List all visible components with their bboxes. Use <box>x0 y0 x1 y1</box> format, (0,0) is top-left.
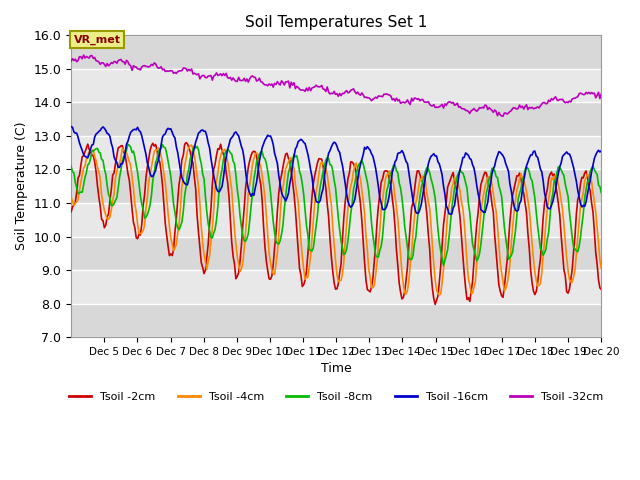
Tsoil -32cm <box>341 89 349 95</box>
Tsoil -32cm <box>67 58 75 64</box>
Tsoil -16cm <box>595 147 602 153</box>
Bar <box>71 169 601 203</box>
Tsoil -16cm <box>67 124 75 130</box>
Tsoil -32cm <box>103 60 111 66</box>
Tsoil -32cm <box>527 105 534 111</box>
Line: Tsoil -8cm: Tsoil -8cm <box>71 144 601 265</box>
Tsoil -4cm <box>341 239 349 245</box>
Tsoil -2cm <box>448 173 456 179</box>
Tsoil -32cm <box>499 113 507 119</box>
Bar <box>71 69 601 102</box>
Tsoil -16cm <box>597 148 605 154</box>
Tsoil -8cm <box>448 205 456 211</box>
Tsoil -2cm <box>85 146 93 152</box>
Tsoil -4cm <box>527 223 534 228</box>
Bar <box>71 36 601 69</box>
Tsoil -2cm <box>596 285 604 291</box>
Tsoil -2cm <box>431 301 439 307</box>
Tsoil -4cm <box>596 257 604 263</box>
Tsoil -32cm <box>597 91 605 97</box>
Bar <box>71 136 601 169</box>
Tsoil -8cm <box>124 142 132 147</box>
Tsoil -4cm <box>85 149 93 155</box>
Tsoil -2cm <box>341 199 349 205</box>
Line: Tsoil -2cm: Tsoil -2cm <box>71 143 601 304</box>
Tsoil -16cm <box>525 155 533 161</box>
Y-axis label: Soil Temperature (C): Soil Temperature (C) <box>15 122 28 251</box>
Tsoil -16cm <box>340 171 348 177</box>
Tsoil -8cm <box>67 164 75 169</box>
Bar <box>71 303 601 337</box>
Tsoil -4cm <box>597 265 605 271</box>
Tsoil -32cm <box>596 96 604 101</box>
Tsoil -16cm <box>102 128 109 133</box>
Tsoil -4cm <box>102 212 109 218</box>
Tsoil -8cm <box>596 184 604 190</box>
Tsoil -16cm <box>445 211 453 216</box>
Tsoil -8cm <box>527 175 534 181</box>
Tsoil -2cm <box>527 267 534 273</box>
Tsoil -2cm <box>597 287 605 292</box>
Tsoil -8cm <box>341 251 349 256</box>
Title: Soil Temperatures Set 1: Soil Temperatures Set 1 <box>245 15 428 30</box>
Tsoil -4cm <box>448 185 456 191</box>
Tsoil -4cm <box>67 194 75 200</box>
Tsoil -8cm <box>440 263 447 268</box>
Tsoil -2cm <box>102 222 109 228</box>
Tsoil -16cm <box>447 211 454 217</box>
Line: Tsoil -32cm: Tsoil -32cm <box>71 55 601 116</box>
Tsoil -32cm <box>447 99 454 105</box>
Legend: Tsoil -2cm, Tsoil -4cm, Tsoil -8cm, Tsoil -16cm, Tsoil -32cm: Tsoil -2cm, Tsoil -4cm, Tsoil -8cm, Tsoi… <box>65 388 608 407</box>
Tsoil -2cm <box>67 209 75 215</box>
Bar <box>71 237 601 270</box>
Tsoil -16cm <box>85 151 93 157</box>
Line: Tsoil -4cm: Tsoil -4cm <box>71 145 601 295</box>
Tsoil -4cm <box>188 142 195 148</box>
Tsoil -8cm <box>102 171 109 177</box>
Tsoil -8cm <box>597 190 605 195</box>
Tsoil -2cm <box>182 140 190 145</box>
Tsoil -32cm <box>80 52 88 58</box>
Tsoil -4cm <box>435 292 443 298</box>
Bar <box>71 270 601 303</box>
Text: VR_met: VR_met <box>74 35 121 45</box>
Bar <box>71 102 601 136</box>
Tsoil -8cm <box>85 161 93 167</box>
Tsoil -32cm <box>86 53 94 59</box>
Bar <box>71 203 601 237</box>
Line: Tsoil -16cm: Tsoil -16cm <box>71 127 601 214</box>
X-axis label: Time: Time <box>321 362 351 375</box>
